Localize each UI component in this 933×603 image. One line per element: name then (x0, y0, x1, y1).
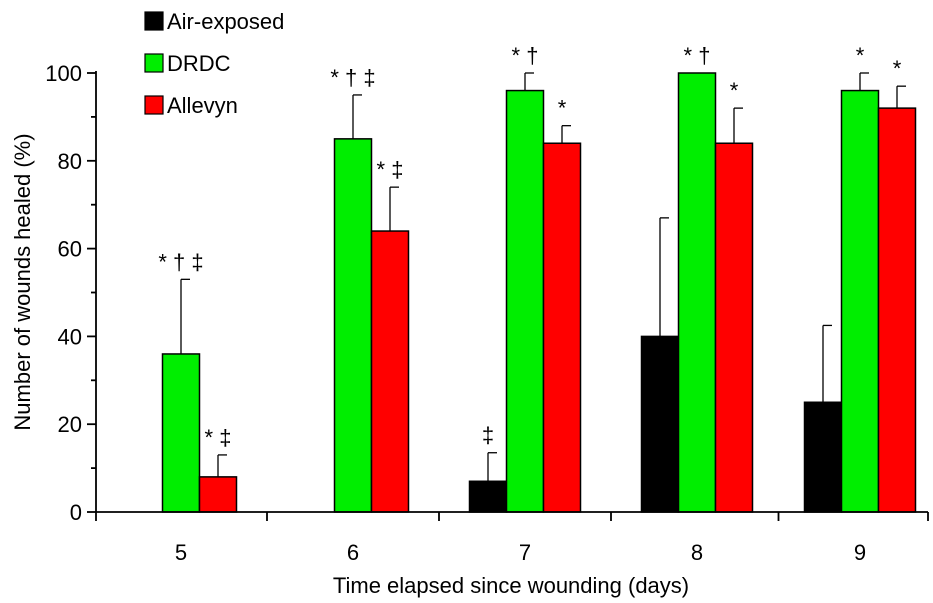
y-tick-label: 40 (58, 324, 82, 349)
bar-drdc-day-7 (505, 89, 545, 513)
significance-annotation: * (558, 96, 567, 121)
bar-air-exposed-day-9 (803, 401, 843, 513)
legend-label: Air-exposed (167, 9, 284, 34)
y-tick-label: 20 (58, 412, 82, 437)
significance-annotation: * (856, 43, 865, 68)
legend-swatch (144, 53, 164, 73)
y-tick-label: 0 (70, 500, 82, 525)
x-tick-label: 5 (175, 540, 187, 565)
significance-annotations: ‡ * † ‡ * † ‡ * † * † * * ‡ * ‡ * * * (158, 43, 901, 450)
bars (161, 72, 917, 513)
x-tick-label: 9 (854, 540, 866, 565)
bar-drdc-day-9 (840, 89, 880, 513)
bar-allevyn-day-6 (370, 230, 410, 513)
y-tick-label: 60 (58, 237, 82, 262)
significance-annotation: * † (512, 43, 539, 68)
significance-annotation: * † ‡ (330, 65, 375, 90)
legend-swatch (144, 11, 164, 31)
x-tick-label: 8 (691, 540, 703, 565)
y-axis-title: Number of wounds healed (%) (10, 133, 35, 430)
legend-swatch (144, 95, 164, 115)
significance-annotation: * † ‡ (158, 249, 203, 274)
bar-allevyn-day-8 (714, 142, 754, 513)
significance-annotation: * † (684, 43, 711, 68)
y-tick-label: 100 (45, 61, 82, 86)
significance-annotation: * ‡ (205, 425, 232, 450)
x-tick-label: 7 (519, 540, 531, 565)
significance-annotation: * (730, 78, 739, 103)
bar-air-exposed-day-7 (468, 480, 508, 513)
legend-label: Allevyn (167, 93, 238, 118)
axes: 0 20 40 60 80 100 5 6 7 8 9 (45, 61, 929, 565)
y-tick-label: 80 (58, 149, 82, 174)
significance-annotation: * (893, 56, 902, 81)
bar-air-exposed-day-8 (640, 335, 680, 513)
legend-label: DRDC (167, 51, 231, 76)
error-bars (180, 72, 906, 482)
significance-annotation: * ‡ (377, 157, 404, 182)
bar-drdc-day-5 (161, 353, 201, 513)
x-tick-label: 6 (347, 540, 359, 565)
bar-drdc-day-8 (677, 72, 717, 513)
significance-annotation: ‡ (482, 423, 494, 448)
legend: Air-exposed DRDC Allevyn (144, 9, 284, 118)
bar-allevyn-day-9 (877, 107, 917, 513)
bar-drdc-day-6 (333, 138, 373, 513)
bar-allevyn-day-5 (198, 476, 238, 513)
x-axis-title: Time elapsed since wounding (days) (333, 573, 689, 598)
bar-allevyn-day-7 (542, 142, 582, 513)
